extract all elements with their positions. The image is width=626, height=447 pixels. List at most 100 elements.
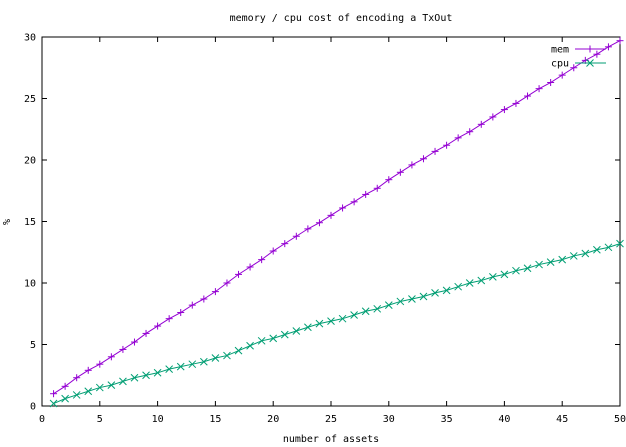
data-point-mem xyxy=(604,43,612,51)
legend-marker-mem xyxy=(586,45,594,53)
data-point-mem xyxy=(489,113,497,121)
x-tick-label: 25 xyxy=(325,414,337,425)
data-point-mem xyxy=(547,79,555,87)
data-point-mem xyxy=(350,198,358,206)
x-tick-label: 45 xyxy=(556,414,568,425)
data-point-mem xyxy=(431,147,439,155)
data-point-cpu xyxy=(581,249,590,258)
data-point-cpu xyxy=(361,307,370,316)
data-point-cpu xyxy=(419,292,428,301)
data-point-mem xyxy=(339,204,347,212)
data-point-mem xyxy=(177,309,185,317)
data-point-mem xyxy=(477,120,485,128)
data-point-mem xyxy=(292,232,300,240)
data-point-mem xyxy=(443,141,451,149)
legend-marker-cpu xyxy=(586,59,594,67)
chart-title: memory / cpu cost of encoding a TxOut xyxy=(230,13,453,24)
y-axis-label: % xyxy=(2,219,13,225)
data-point-cpu xyxy=(176,362,185,371)
data-point-mem xyxy=(304,225,312,233)
data-point-cpu xyxy=(327,317,335,325)
y-tick-label: 10 xyxy=(24,279,36,290)
data-point-cpu xyxy=(569,252,578,260)
x-tick-label: 15 xyxy=(209,414,221,425)
x-tick-label: 5 xyxy=(97,414,103,425)
x-tick-label: 10 xyxy=(152,414,164,425)
data-point-cpu xyxy=(211,354,220,362)
y-tick-label: 15 xyxy=(24,217,36,228)
data-point-mem xyxy=(96,360,104,368)
data-point-cpu xyxy=(442,286,451,295)
data-point-cpu xyxy=(49,399,58,408)
data-point-mem xyxy=(142,329,150,337)
series-line-cpu xyxy=(53,243,621,405)
x-tick-label: 0 xyxy=(39,414,45,425)
data-point-cpu xyxy=(61,394,69,403)
data-point-mem xyxy=(281,240,289,248)
data-point-mem xyxy=(200,295,208,303)
data-point-mem xyxy=(570,64,578,72)
data-point-mem xyxy=(466,128,474,136)
x-tick-label: 35 xyxy=(441,414,453,425)
series-cpu xyxy=(49,239,624,408)
data-point-cpu xyxy=(593,245,601,254)
data-point-mem xyxy=(211,288,219,296)
data-point-cpu xyxy=(477,276,486,285)
data-point-mem xyxy=(327,211,335,219)
data-point-cpu xyxy=(257,336,266,345)
data-point-mem xyxy=(419,155,427,163)
data-point-mem xyxy=(84,366,92,374)
data-point-cpu xyxy=(280,330,289,339)
data-point-mem xyxy=(73,374,81,382)
data-point-mem xyxy=(165,315,173,323)
data-point-mem xyxy=(235,270,243,278)
data-point-cpu xyxy=(546,258,555,266)
data-point-mem xyxy=(408,161,416,169)
data-point-mem xyxy=(512,99,520,107)
data-point-mem xyxy=(454,134,462,142)
data-point-cpu xyxy=(616,239,624,248)
data-point-cpu xyxy=(338,314,347,323)
data-point-mem xyxy=(107,353,115,361)
data-point-mem xyxy=(130,338,138,346)
data-point-mem xyxy=(269,247,277,255)
data-point-cpu xyxy=(384,301,393,309)
data-point-cpu xyxy=(488,272,497,281)
data-point-cpu xyxy=(396,297,405,306)
x-axis-ticks: 0 5 10 15 20 25 30 35 40 45 50 xyxy=(39,37,626,425)
legend-label-mem: mem xyxy=(551,45,569,56)
data-point-cpu xyxy=(512,266,520,275)
data-point-cpu xyxy=(199,357,208,366)
data-point-mem xyxy=(500,106,508,114)
x-axis-label: number of assets xyxy=(283,434,379,445)
data-point-cpu xyxy=(373,304,382,313)
data-point-cpu xyxy=(234,346,243,355)
data-point-cpu xyxy=(604,243,613,252)
data-point-cpu xyxy=(246,341,254,350)
data-point-mem xyxy=(396,168,404,176)
x-tick-label: 30 xyxy=(383,414,395,425)
y-tick-label: 20 xyxy=(24,156,36,167)
legend-label-cpu: cpu xyxy=(551,59,569,70)
data-point-cpu xyxy=(431,288,439,297)
data-point-mem xyxy=(373,184,381,192)
data-point-mem xyxy=(385,176,393,184)
data-point-mem xyxy=(61,382,69,390)
data-point-mem xyxy=(315,219,323,227)
y-tick-label: 0 xyxy=(30,402,36,413)
data-point-cpu xyxy=(165,365,174,373)
data-point-cpu xyxy=(130,373,139,382)
data-point-mem xyxy=(154,322,162,330)
y-tick-label: 25 xyxy=(24,94,36,105)
data-point-cpu xyxy=(72,391,81,399)
data-point-cpu xyxy=(95,383,104,392)
y-axis-ticks: 0 5 10 15 20 25 30 xyxy=(24,33,620,413)
data-point-mem xyxy=(50,390,58,398)
x-tick-label: 40 xyxy=(498,414,510,425)
data-point-mem xyxy=(246,263,254,271)
data-point-cpu xyxy=(188,360,197,369)
data-point-mem xyxy=(535,85,543,93)
x-tick-label: 50 xyxy=(614,414,626,425)
data-point-cpu xyxy=(523,264,532,273)
